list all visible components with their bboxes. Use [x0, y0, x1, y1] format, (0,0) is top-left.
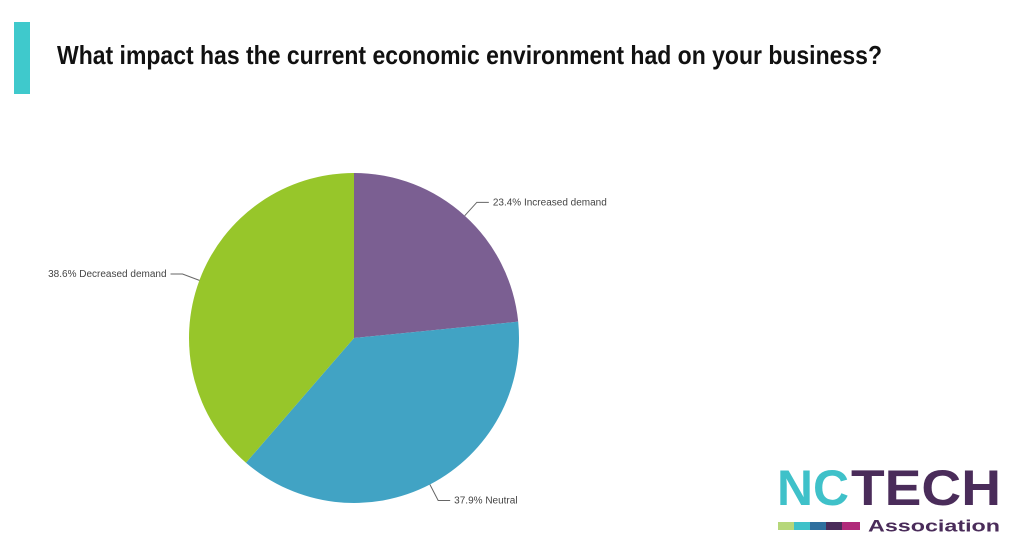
logo: NC TECH Association [777, 460, 1001, 535]
pie-slice [354, 173, 519, 338]
logo-tagline: Association [868, 516, 1000, 535]
data-label: 38.6% Decreased demand [48, 269, 166, 280]
chart-title: What impact has the current economic env… [57, 40, 882, 70]
stripe [778, 522, 794, 530]
pie-slice [245, 321, 519, 503]
leader-line [170, 273, 200, 281]
category-label: Increased demand [524, 197, 607, 208]
leader-line [464, 201, 489, 217]
data-label: 37.9% Neutral [454, 495, 517, 506]
title-accent [14, 22, 30, 94]
value-label: 37.9% [454, 495, 482, 506]
logo-nc: NC [777, 460, 849, 516]
leader-line [429, 484, 451, 501]
stripe [810, 522, 826, 530]
value-label: 23.4% [493, 197, 521, 208]
value-label: 38.6% [48, 269, 76, 280]
stripe [794, 522, 810, 530]
pie: 23.4% Increased demand 37.9% Neutral 38.6%… [48, 173, 607, 506]
pie-slice [188, 173, 354, 463]
data-label: 23.4% Increased demand [493, 197, 607, 208]
category-label: Decreased demand [79, 269, 166, 280]
stripe [842, 522, 860, 530]
category-label: Neutral [485, 495, 517, 506]
stripe [826, 522, 842, 530]
logo-tech: TECH [851, 460, 1001, 516]
